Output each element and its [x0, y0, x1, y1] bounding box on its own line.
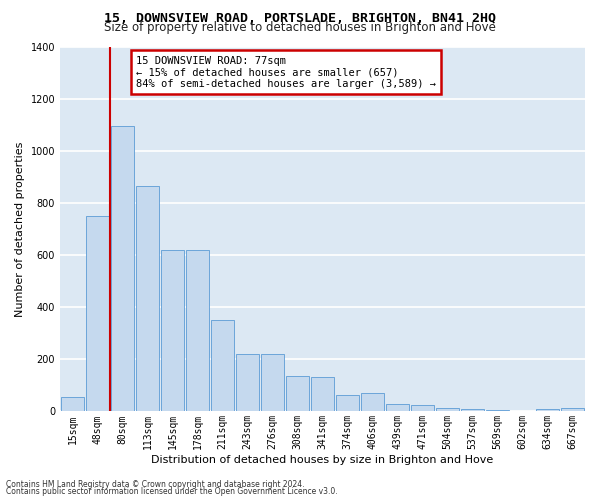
Bar — [461, 409, 484, 412]
Bar — [386, 404, 409, 411]
Bar — [486, 410, 509, 412]
Bar — [311, 376, 334, 412]
Bar — [236, 354, 259, 412]
Bar — [361, 393, 384, 411]
Bar — [111, 126, 134, 412]
Bar — [161, 250, 184, 412]
Text: Size of property relative to detached houses in Brighton and Hove: Size of property relative to detached ho… — [104, 22, 496, 35]
Bar — [61, 397, 84, 411]
X-axis label: Distribution of detached houses by size in Brighton and Hove: Distribution of detached houses by size … — [151, 455, 494, 465]
Bar — [511, 411, 534, 412]
Bar — [561, 408, 584, 412]
Text: 15, DOWNSVIEW ROAD, PORTSLADE, BRIGHTON, BN41 2HQ: 15, DOWNSVIEW ROAD, PORTSLADE, BRIGHTON,… — [104, 12, 496, 24]
Bar — [411, 405, 434, 411]
Bar — [261, 354, 284, 412]
Text: Contains public sector information licensed under the Open Government Licence v3: Contains public sector information licen… — [6, 487, 338, 496]
Bar — [186, 250, 209, 412]
Bar — [536, 410, 559, 412]
Y-axis label: Number of detached properties: Number of detached properties — [15, 142, 25, 316]
Bar — [336, 395, 359, 411]
Bar — [86, 216, 109, 412]
Bar — [136, 186, 159, 412]
Bar — [286, 376, 309, 412]
Bar — [436, 408, 459, 412]
Text: 15 DOWNSVIEW ROAD: 77sqm
← 15% of detached houses are smaller (657)
84% of semi-: 15 DOWNSVIEW ROAD: 77sqm ← 15% of detach… — [136, 56, 436, 89]
Text: Contains HM Land Registry data © Crown copyright and database right 2024.: Contains HM Land Registry data © Crown c… — [6, 480, 305, 489]
Bar — [211, 320, 234, 412]
